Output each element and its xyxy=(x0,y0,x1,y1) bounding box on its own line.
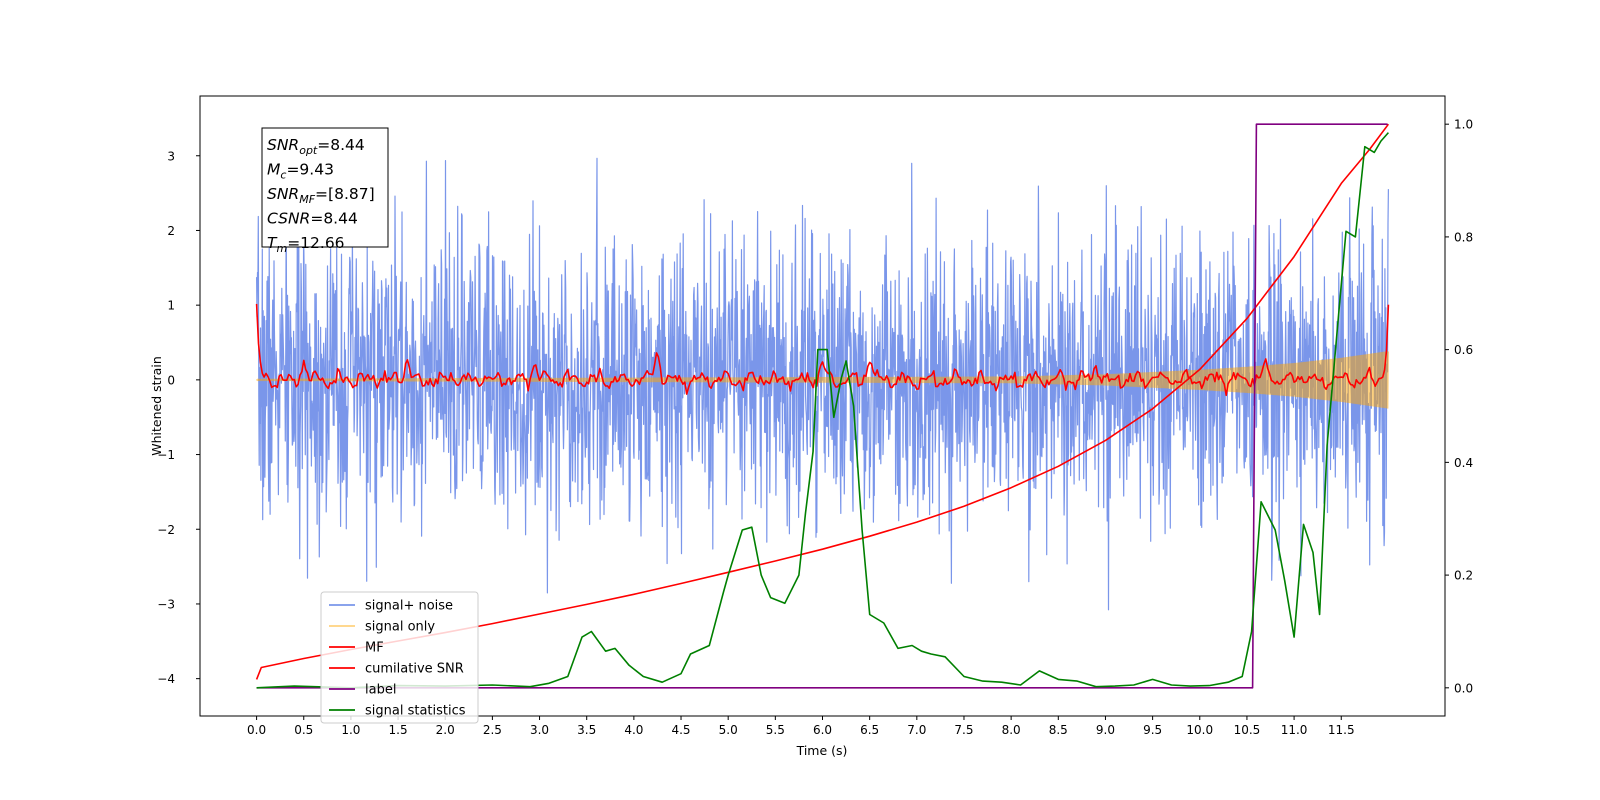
y-right-tick-label: 0.6 xyxy=(1454,343,1473,357)
x-tick-label: 8.5 xyxy=(1049,723,1068,737)
x-tick-label: 11.0 xyxy=(1281,723,1308,737)
series-line-0 xyxy=(256,157,1389,611)
x-axis: 0.0 0.5 1.0 1.5 2.0 2.5 3.0 3.5 4.0 4.5 5.0 5.5 6.0 6… xyxy=(247,716,1355,737)
x-tick-label: 10.0 xyxy=(1186,723,1213,737)
x-tick-label: 1.5 xyxy=(389,723,408,737)
y-left-tick-label: −3 xyxy=(157,597,175,611)
y-right-tick-label: 0.2 xyxy=(1454,569,1473,583)
legend-frame xyxy=(320,591,479,724)
x-tick-label: 0.0 xyxy=(247,723,266,737)
y-left-tick-label: −1 xyxy=(157,448,175,462)
annotation-box: SNRopt=8.44Mc=9.43SNRMF=[8.87]CSNR=8.44T… xyxy=(261,127,389,255)
y-left-tick-label: 1 xyxy=(167,299,175,313)
annotation-subscript: opt xyxy=(299,144,318,157)
y-axis-label: Whitened strain xyxy=(149,356,164,455)
annotation-line: CSNR=8.44 xyxy=(267,210,358,228)
annotation-frame xyxy=(261,127,389,248)
y-right-tick-label: 0.0 xyxy=(1454,681,1473,695)
legend-label: signal statistics xyxy=(365,704,466,719)
annotation-subscript: c xyxy=(280,169,286,182)
x-tick-label: 2.5 xyxy=(483,723,502,737)
annotation-value: =8.44 xyxy=(317,136,365,154)
annotation-subscript: MF xyxy=(299,193,315,206)
annotation-symbol: SNR xyxy=(267,185,299,203)
legend-label: signal only xyxy=(365,620,435,635)
x-tick-label: 7.0 xyxy=(907,723,926,737)
x-tick-label: 5.5 xyxy=(766,723,785,737)
series-line-2 xyxy=(255,303,1390,397)
x-tick-label: 8.0 xyxy=(1002,723,1021,737)
annotation-line: Mc=9.43 xyxy=(267,161,334,182)
x-tick-label: 4.0 xyxy=(624,723,643,737)
legend-label: label xyxy=(365,683,396,698)
y-right-tick-label: 1.0 xyxy=(1454,118,1473,132)
y-left-tick-label: 2 xyxy=(167,224,175,238)
x-tick-label: 2.0 xyxy=(436,723,455,737)
y-axis-left: −4 −3 −2 −1 0 1 2 3 xyxy=(157,149,200,686)
x-tick-label: 11.5 xyxy=(1328,723,1355,737)
x-tick-label: 6.0 xyxy=(813,723,832,737)
y-left-tick-label: −2 xyxy=(157,523,175,537)
x-tick-label: 9.5 xyxy=(1143,723,1162,737)
x-tick-label: 1.0 xyxy=(341,723,360,737)
x-tick-label: 7.5 xyxy=(954,723,973,737)
y-axis-right: 0.0 0.2 0.4 0.6 0.8 1.0 xyxy=(1445,118,1473,695)
annotation-line: SNRMF=[8.87] xyxy=(267,185,375,206)
annotation-value: =[8.87] xyxy=(315,185,375,203)
y-left-tick-label: 3 xyxy=(167,149,175,163)
x-tick-label: 0.5 xyxy=(294,723,313,737)
x-tick-label: 9.0 xyxy=(1096,723,1115,737)
x-tick-label: 5.0 xyxy=(719,723,738,737)
y-right-tick-label: 0.8 xyxy=(1454,230,1473,244)
annotation-value: =8.44 xyxy=(310,210,358,228)
y-left-tick-label: 0 xyxy=(167,373,175,387)
x-axis-label: Time (s) xyxy=(796,743,848,758)
legend-label: MF xyxy=(365,641,384,656)
y-left-tick-label: −4 xyxy=(157,672,175,686)
legend: signal+ noise signal only MF cumilative SNR… xyxy=(320,591,479,724)
annotation-line: Tm=12.66 xyxy=(267,234,345,255)
annotation-symbol: M xyxy=(267,161,280,179)
x-tick-label: 3.5 xyxy=(577,723,596,737)
x-tick-label: 6.5 xyxy=(860,723,879,737)
annotation-value: =12.66 xyxy=(287,234,344,252)
annotation-symbol: CSNR xyxy=(267,210,310,228)
legend-label: signal+ noise xyxy=(365,599,453,614)
annotation-value: =9.43 xyxy=(286,161,334,179)
series-line-4 xyxy=(256,123,1388,689)
legend-label: cumilative SNR xyxy=(365,662,464,677)
x-tick-label: 10.5 xyxy=(1234,723,1261,737)
x-tick-label: 3.0 xyxy=(530,723,549,737)
y-right-tick-label: 0.4 xyxy=(1454,456,1473,470)
annotation-symbol: T xyxy=(267,234,278,252)
x-tick-label: 4.5 xyxy=(671,723,690,737)
annotation-subscript: m xyxy=(276,242,287,255)
annotation-symbol: SNR xyxy=(267,136,299,154)
annotation-line: SNRopt=8.44 xyxy=(267,136,365,157)
series-line-5 xyxy=(256,132,1389,689)
